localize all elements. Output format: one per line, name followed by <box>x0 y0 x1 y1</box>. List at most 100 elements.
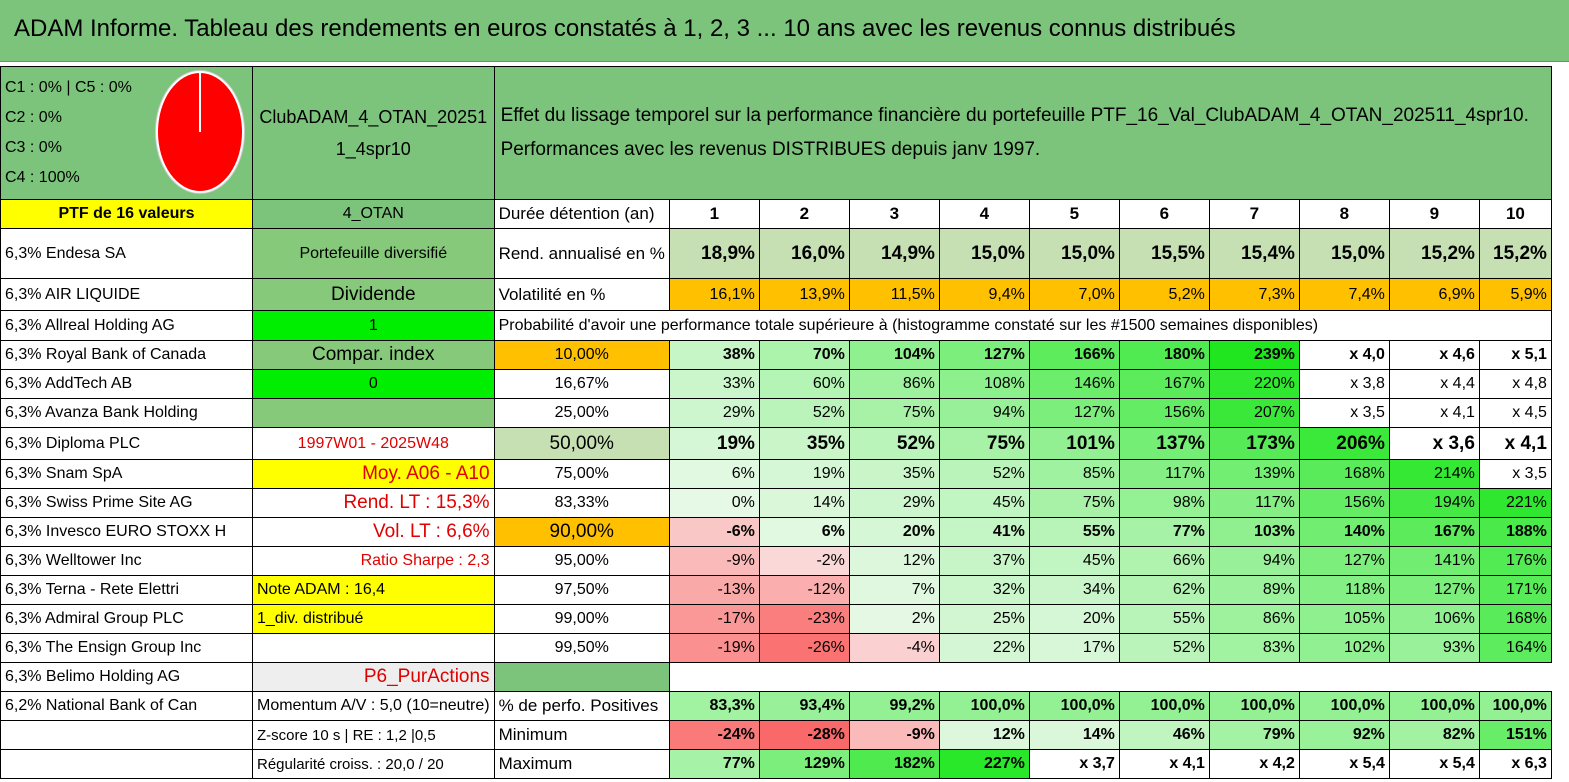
blank-cell <box>493 662 670 692</box>
metric-value: 93,4% <box>758 691 850 721</box>
prob-value: x 3,8 <box>1298 369 1390 399</box>
prob-value: 62% <box>1118 575 1210 605</box>
table-row: 6,3% Welltower Inc Ratio Sharpe : 2,3 95,0… <box>0 546 1552 576</box>
metric-value: 13,9% <box>758 278 850 311</box>
prob-threshold: 25,00% <box>493 398 670 428</box>
holding-name: 6,3% Invesco EURO STOXX H <box>0 517 253 547</box>
prob-value: 29% <box>848 488 940 518</box>
prob-value: 12% <box>848 546 940 576</box>
allocation-c1: C1 : 0% | C5 : 0% <box>5 79 132 96</box>
table-row: 6,3% Avanza Bank Holding 25,00% 29% 52% 75% 9… <box>0 398 1552 428</box>
info-cell <box>252 633 495 663</box>
table-row: 6,3% Admiral Group PLC 1_div. distribué 99… <box>0 604 1552 634</box>
metric-value: 16,1% <box>668 278 760 311</box>
effect-text: Effet du lissage temporel sur la perform… <box>500 105 1529 126</box>
prob-value: x 4,1 <box>1388 398 1480 428</box>
table-row: 6,3% Belimo Holding AG P6_PurActions <box>0 662 1552 692</box>
prob-value: 164% <box>1478 633 1552 663</box>
metric-value: 46% <box>1118 720 1210 750</box>
metric-label: Maximum <box>493 749 670 779</box>
prob-value: 85% <box>1028 459 1120 489</box>
prob-value: 117% <box>1118 459 1210 489</box>
info-cell: Dividende <box>252 278 495 311</box>
prob-value: 207% <box>1208 398 1300 428</box>
metric-label: % de perfo. Positives <box>493 691 670 721</box>
returns-table: C1 : 0% | C5 : 0% C2 : 0% C3 : 0% C4 : 1… <box>0 66 1552 779</box>
prob-threshold: 50,00% <box>493 427 670 460</box>
prob-value: 55% <box>1118 604 1210 634</box>
metric-value: 100,0% <box>1208 691 1300 721</box>
portfolio-name: ClubADAM_4_OTAN_202511_4spr10 <box>252 66 495 200</box>
metric-value: x 4,2 <box>1208 749 1300 779</box>
prob-value: 206% <box>1298 427 1390 460</box>
prob-threshold: 99,50% <box>493 633 670 663</box>
prob-value: -4% <box>848 633 940 663</box>
metric-value: 7,3% <box>1208 278 1300 311</box>
prob-value: 66% <box>1118 546 1210 576</box>
prob-value: 93% <box>1388 633 1480 663</box>
prob-value: 117% <box>1208 488 1300 518</box>
prob-threshold: 97,50% <box>493 575 670 605</box>
metric-value: 15,2% <box>1478 228 1552 279</box>
info-cell: Ratio Sharpe : 2,3 <box>252 546 495 576</box>
prob-value: 171% <box>1478 575 1552 605</box>
metric-value: 5,2% <box>1118 278 1210 311</box>
prob-value: -9% <box>668 546 760 576</box>
prob-value: x 4,6 <box>1388 340 1480 370</box>
metric-value: 14,9% <box>848 228 940 279</box>
prob-value: 20% <box>848 517 940 547</box>
prob-value: 52% <box>848 427 940 460</box>
holding-name: 6,3% AddTech AB <box>0 369 253 399</box>
info-cell: Régularité croiss. : 20,0 / 20 <box>252 749 495 779</box>
prob-value: 141% <box>1388 546 1480 576</box>
prob-threshold: 95,00% <box>493 546 670 576</box>
metric-value: 100,0% <box>1388 691 1480 721</box>
metric-label: Minimum <box>493 720 670 750</box>
metric-value: 100,0% <box>938 691 1030 721</box>
metric-label: Volatilité en % <box>493 278 670 311</box>
prob-value: -13% <box>668 575 760 605</box>
prob-value: 25% <box>938 604 1030 634</box>
metric-value: 100,0% <box>1478 691 1552 721</box>
prob-value: -17% <box>668 604 760 634</box>
info-cell: 1 <box>252 310 495 341</box>
metric-value: 15,4% <box>1208 228 1300 279</box>
prob-value: 103% <box>1208 517 1300 547</box>
year-header: 1 <box>668 199 760 229</box>
metric-value: 15,0% <box>1028 228 1120 279</box>
prob-value: 55% <box>1028 517 1120 547</box>
table-row: 6,3% Royal Bank of Canada Compar. index 10… <box>0 340 1552 370</box>
holding-name: 6,3% Admiral Group PLC <box>0 604 253 634</box>
holding-name: 6,3% The Ensign Group Inc <box>0 633 253 663</box>
prob-value: x 3,6 <box>1388 427 1480 460</box>
prob-value: 118% <box>1298 575 1390 605</box>
prob-value: x 4,4 <box>1388 369 1480 399</box>
table-row: 6,3% Endesa SA Portefeuille diversifié Ren… <box>0 228 1552 279</box>
prob-title: Probabilité d'avoir une performance tota… <box>493 310 1552 341</box>
table-row: 6,3% The Ensign Group Inc 99,50% -19% -26% -… <box>0 633 1552 663</box>
prob-threshold: 10,00% <box>493 340 670 370</box>
info-cell <box>252 398 495 428</box>
prob-value: 98% <box>1118 488 1210 518</box>
allocation-c4: C4 : 100% <box>5 169 80 186</box>
otan-label: 4_OTAN <box>252 199 495 229</box>
prob-value: 14% <box>758 488 850 518</box>
metric-value: 99,2% <box>848 691 940 721</box>
prob-value: 86% <box>848 369 940 399</box>
metric-value: x 6,3 <box>1478 749 1552 779</box>
prob-value: 34% <box>1028 575 1120 605</box>
table-row: 6,3% AIR LIQUIDE Dividende Volatilité en %… <box>0 278 1552 311</box>
prob-value: 139% <box>1208 459 1300 489</box>
prob-value: -2% <box>758 546 850 576</box>
prob-value: 45% <box>1028 546 1120 576</box>
prob-value: 105% <box>1298 604 1390 634</box>
holding-name: 6,3% AIR LIQUIDE <box>0 278 253 311</box>
prob-value: 146% <box>1028 369 1120 399</box>
year-header: 5 <box>1028 199 1120 229</box>
table-row: Régularité croiss. : 20,0 / 20 Maximum 77%… <box>0 749 1552 779</box>
prob-value: 75% <box>1028 488 1120 518</box>
prob-value: 70% <box>758 340 850 370</box>
info-cell: Rend. LT : 15,3% <box>252 488 495 518</box>
table-row: 6,3% Invesco EURO STOXX H Vol. LT : 6,6% 9… <box>0 517 1552 547</box>
metric-value: 92% <box>1298 720 1390 750</box>
